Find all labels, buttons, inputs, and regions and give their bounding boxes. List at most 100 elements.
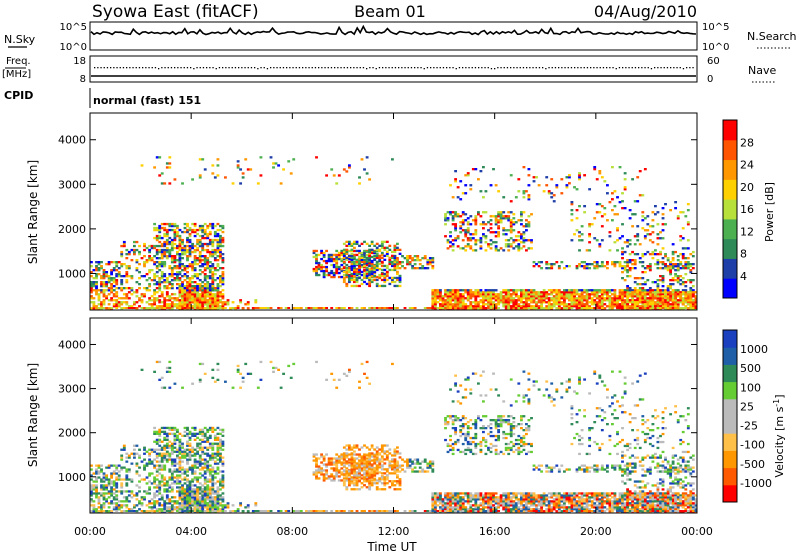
velocity-cell xyxy=(158,504,162,507)
power-cell xyxy=(474,303,478,306)
power-cell xyxy=(206,267,210,270)
power-cell xyxy=(203,301,207,304)
power-cell xyxy=(201,285,205,288)
power-cell xyxy=(527,305,531,308)
power-cell xyxy=(623,279,627,282)
power-cell xyxy=(406,259,409,262)
power-cell xyxy=(135,248,139,252)
nave-dot xyxy=(298,67,301,69)
nave-dot xyxy=(420,67,422,69)
power-cell xyxy=(332,273,336,277)
power-cell xyxy=(375,264,379,268)
velocity-cell xyxy=(206,454,210,457)
power-cell xyxy=(206,248,210,252)
power-cell xyxy=(315,271,318,275)
velocity-cell xyxy=(160,466,164,469)
velocity-cell xyxy=(110,472,114,475)
nave-dot xyxy=(129,67,131,69)
power-cell xyxy=(689,289,693,292)
power-cell xyxy=(451,219,455,222)
power-cell xyxy=(547,267,551,270)
power-cell xyxy=(155,281,159,284)
velocity-cell xyxy=(138,486,141,489)
power-cell xyxy=(150,299,154,302)
velocity-cell xyxy=(112,482,116,485)
velocity-cell xyxy=(188,506,192,509)
power-cell xyxy=(466,172,470,175)
power-cell xyxy=(178,263,182,266)
power-cell xyxy=(525,291,528,294)
power-cell xyxy=(547,190,551,193)
power-cell xyxy=(188,226,192,230)
power-cell xyxy=(482,295,485,298)
velocity-cell xyxy=(213,496,217,499)
power-cell xyxy=(441,307,445,309)
velocity-cell xyxy=(170,464,174,467)
velocity-cell xyxy=(176,508,179,511)
power-cell xyxy=(335,307,339,309)
velocity-cell xyxy=(163,504,167,507)
power-cell xyxy=(358,249,361,253)
power-cell xyxy=(342,252,346,256)
power-cell xyxy=(176,283,179,286)
velocity-cell xyxy=(100,494,103,497)
power-cell xyxy=(408,257,412,260)
power-cell xyxy=(520,211,523,214)
velocity-cell xyxy=(178,438,182,441)
power-cell xyxy=(616,301,619,304)
power-cell xyxy=(92,305,96,308)
power-cell xyxy=(188,253,192,256)
power-cell xyxy=(370,240,374,244)
power-cell xyxy=(499,291,503,294)
power-cell xyxy=(517,303,521,306)
power-cell xyxy=(694,303,698,306)
velocity-cell xyxy=(122,448,126,451)
velocity-cell xyxy=(211,426,215,430)
power-cell xyxy=(363,268,366,272)
power-cell xyxy=(193,269,197,272)
power-cell xyxy=(391,268,394,272)
nave-dot xyxy=(622,67,624,69)
power-cell xyxy=(365,156,369,159)
power-cell xyxy=(436,297,440,300)
power-cell xyxy=(186,305,189,308)
power-cell xyxy=(651,253,655,256)
power-cell xyxy=(664,295,667,298)
power-cell xyxy=(337,255,341,259)
power-cell xyxy=(370,262,374,266)
power-cell xyxy=(102,285,106,288)
velocity-cell xyxy=(221,456,225,459)
power-cell xyxy=(97,273,101,276)
power-cell xyxy=(449,299,452,302)
power-cell xyxy=(674,307,678,309)
power-cell xyxy=(203,275,207,278)
power-cell xyxy=(120,279,124,282)
power-cell xyxy=(694,301,698,304)
power-cell xyxy=(575,188,579,191)
velocity-cell xyxy=(115,482,119,485)
power-cell xyxy=(213,234,217,238)
power-cell xyxy=(325,261,329,265)
velocity-cell xyxy=(181,506,184,509)
power-cell xyxy=(178,234,182,238)
power-cell xyxy=(451,305,455,308)
power-cell xyxy=(140,275,144,278)
power-cell xyxy=(340,307,344,309)
power-cell xyxy=(181,230,184,234)
power-cell xyxy=(92,289,96,292)
velocity-cell xyxy=(198,442,202,445)
power-cell xyxy=(540,267,544,270)
velocity-cell xyxy=(90,498,93,501)
power-cell xyxy=(181,281,184,284)
velocity-cell xyxy=(158,510,162,513)
power-cell xyxy=(454,211,458,214)
power-cell xyxy=(122,293,126,296)
velocity-cell xyxy=(102,504,106,507)
power-cell xyxy=(428,261,432,264)
power-cell xyxy=(641,211,645,214)
power-cell xyxy=(188,293,192,296)
nave-dot xyxy=(180,67,182,69)
velocity-cell xyxy=(95,480,98,483)
power-cell xyxy=(659,301,662,304)
power-cell xyxy=(173,277,177,280)
